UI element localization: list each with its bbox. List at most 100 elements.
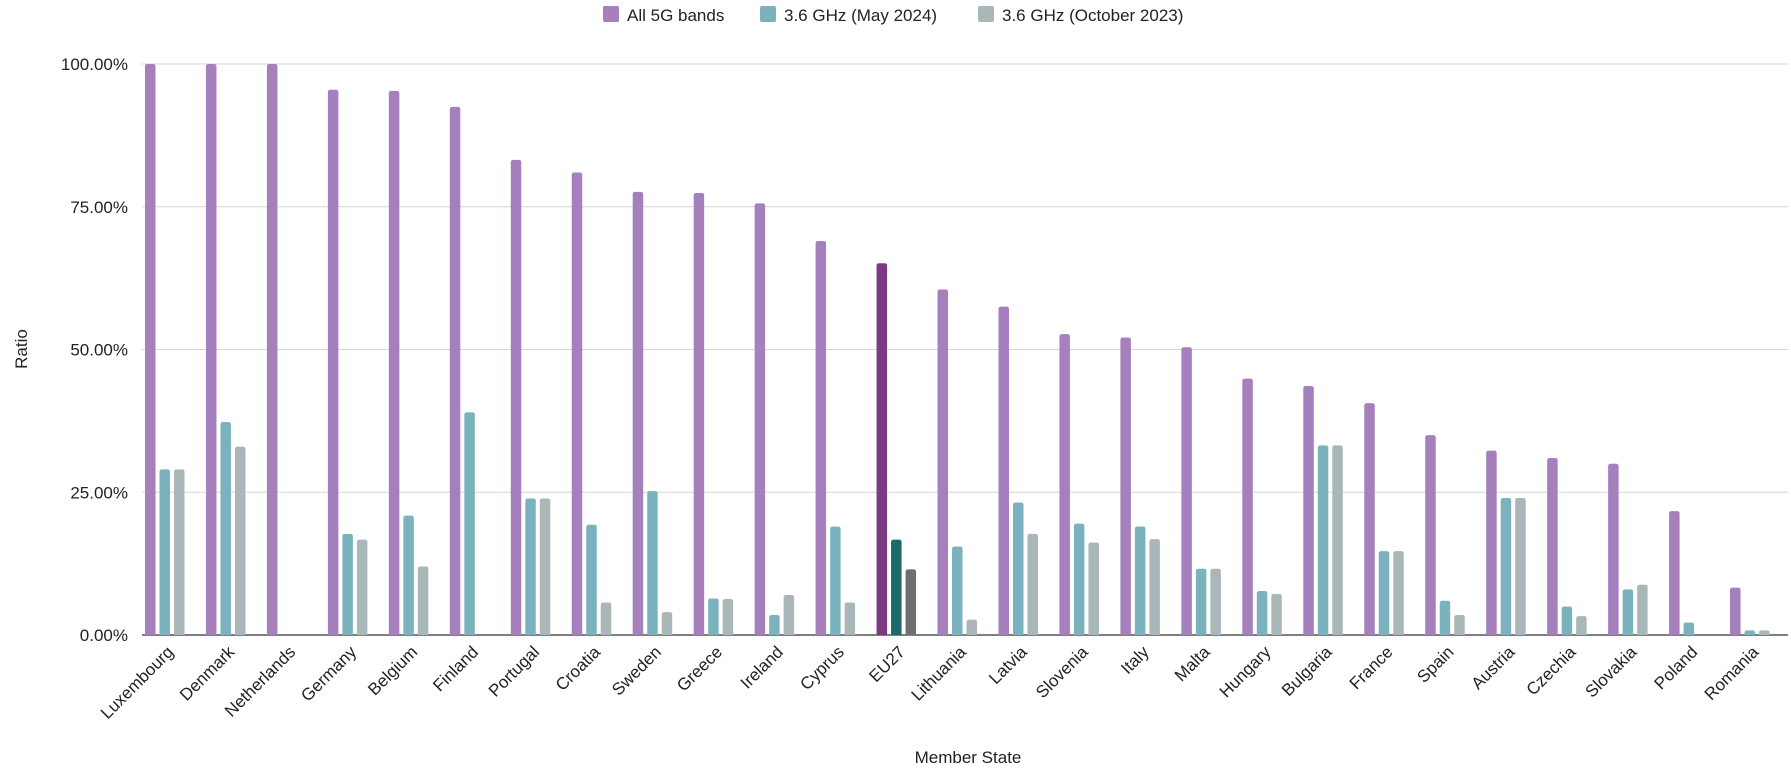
x-axis-title: Member State <box>915 748 1022 767</box>
bar <box>600 602 612 635</box>
bar <box>1242 378 1253 635</box>
x-tick-label: Lithuania <box>908 642 971 705</box>
legend-label: All 5G bands <box>627 6 724 25</box>
bar <box>464 412 475 635</box>
bar <box>525 498 536 635</box>
x-tick-label: Romania <box>1701 642 1763 704</box>
bar-group <box>449 106 475 635</box>
x-tick-label: Malta <box>1171 642 1214 685</box>
bar <box>1637 584 1648 635</box>
legend-swatch <box>760 6 776 22</box>
y-axis-title: Ratio <box>12 329 31 369</box>
legend-swatch <box>978 6 994 22</box>
bar-group <box>1120 337 1160 635</box>
bar-group <box>815 241 856 635</box>
bar <box>1317 445 1329 635</box>
bar <box>1500 497 1512 635</box>
bar-group <box>388 90 429 636</box>
bar <box>1256 591 1268 635</box>
bar <box>586 524 597 635</box>
bar <box>510 159 522 636</box>
bar <box>1486 450 1497 635</box>
bar <box>1364 403 1375 635</box>
x-tick-label: Finland <box>429 642 482 695</box>
bar <box>571 172 583 636</box>
bar-group <box>1364 403 1404 635</box>
bar <box>661 612 673 635</box>
bar-group <box>1730 587 1770 635</box>
bar <box>205 64 217 635</box>
bar <box>220 422 231 635</box>
bar-group <box>1059 334 1099 635</box>
bar-group <box>1303 386 1343 635</box>
bar-group <box>1547 457 1587 635</box>
bar-group <box>998 306 1038 635</box>
bar-group <box>1669 511 1695 635</box>
bar <box>449 106 461 635</box>
bar <box>266 64 278 635</box>
bar <box>1149 539 1160 635</box>
y-tick-label: 75.00% <box>70 198 128 217</box>
x-tick-label: Belgium <box>364 642 421 699</box>
bar <box>1561 606 1573 635</box>
x-tick-label: Poland <box>1651 642 1702 693</box>
bar <box>632 191 644 636</box>
bar <box>1744 630 1756 635</box>
x-tick-label: Czechia <box>1523 642 1580 699</box>
y-tick-label: 100.00% <box>61 55 128 74</box>
bar <box>722 599 734 635</box>
bar <box>1425 435 1436 635</box>
x-tick-label: Croatia <box>552 642 605 695</box>
bar <box>417 566 429 635</box>
bar <box>952 546 963 635</box>
legend-item: 3.6 GHz (May 2024) <box>760 6 937 25</box>
y-tick-label: 50.00% <box>70 341 128 360</box>
bar <box>769 615 780 635</box>
bar <box>891 539 902 635</box>
bar <box>1730 587 1741 635</box>
legend-item: All 5G bands <box>603 6 724 25</box>
bar-group <box>937 289 978 635</box>
bar <box>1120 337 1131 635</box>
bar <box>1012 502 1024 635</box>
bar <box>693 193 705 635</box>
x-tick-label: Luxembourg <box>97 642 177 722</box>
bar <box>356 539 368 635</box>
x-tick-label: Greece <box>673 642 726 695</box>
bar <box>876 263 888 635</box>
x-tick-label: Denmark <box>176 642 239 705</box>
bar-group <box>571 172 612 636</box>
bar <box>174 469 185 635</box>
bar <box>388 90 400 636</box>
bar <box>966 619 978 635</box>
legend-item: 3.6 GHz (October 2023) <box>978 6 1183 25</box>
bar <box>647 491 658 635</box>
bar <box>1393 551 1404 635</box>
x-tick-label: Spain <box>1413 642 1457 686</box>
bar-group <box>510 159 551 636</box>
bar-group <box>754 203 795 635</box>
x-tick-label: France <box>1346 642 1397 693</box>
bar-group <box>632 191 673 636</box>
bar <box>754 203 766 635</box>
bar <box>1027 533 1038 635</box>
bar <box>783 595 795 635</box>
bar <box>159 469 170 635</box>
bar-group <box>693 193 734 635</box>
bar <box>1088 542 1099 635</box>
bar <box>1210 568 1221 635</box>
bar <box>1439 600 1451 635</box>
bar <box>1303 386 1314 635</box>
gridlines <box>142 63 1788 636</box>
bar <box>830 526 841 635</box>
bar <box>1073 523 1085 635</box>
bar-group <box>145 64 185 635</box>
bar <box>905 569 917 635</box>
bar-group <box>876 263 917 635</box>
bar <box>403 515 414 635</box>
bar <box>1134 526 1146 635</box>
x-tick-label: Hungary <box>1216 642 1275 701</box>
bar <box>1454 615 1465 635</box>
